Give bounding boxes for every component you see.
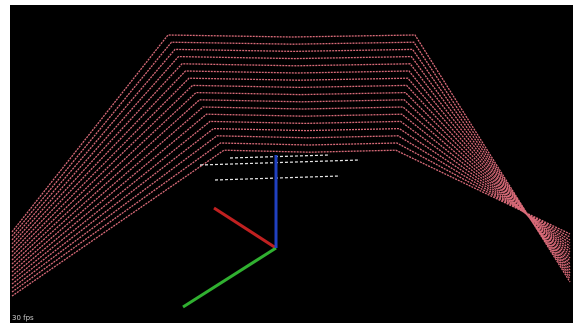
- status-text: 30 fps: [12, 314, 34, 322]
- point-cloud-viewer: 30 fps: [0, 0, 577, 327]
- page: 30 fps (() => { const data = JSON.parse(…: [0, 0, 577, 327]
